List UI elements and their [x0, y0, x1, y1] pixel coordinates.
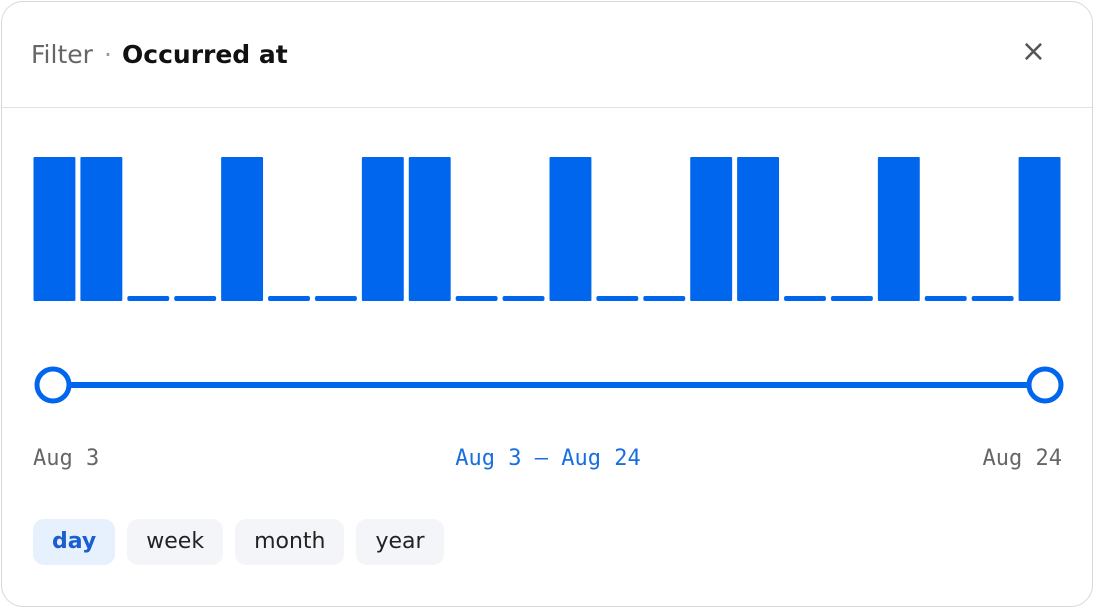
close-button[interactable]: × [1020, 34, 1046, 69]
range-start: Aug 3 [33, 446, 100, 471]
bar [268, 296, 310, 301]
bar [1018, 157, 1061, 301]
range-end: Aug 24 [982, 446, 1062, 471]
range-handle-end[interactable] [1026, 366, 1064, 404]
bar [33, 157, 76, 301]
bar [549, 157, 592, 301]
bar [784, 296, 826, 301]
bar [690, 157, 733, 301]
unit-button[interactable]: month [235, 519, 345, 565]
bar [877, 157, 920, 301]
filter-label: Filter [31, 40, 93, 69]
bar [80, 157, 123, 301]
bar [502, 296, 545, 301]
bar [737, 157, 780, 301]
unit-button[interactable]: day [33, 519, 116, 565]
field-name: Occurred at [122, 40, 288, 69]
bar [221, 157, 264, 301]
bar [643, 296, 686, 301]
bar [455, 296, 498, 301]
range-handle-start[interactable] [34, 366, 72, 404]
bar [174, 296, 217, 301]
bar [127, 296, 170, 301]
bar [408, 157, 451, 301]
unit-button[interactable]: year [356, 519, 444, 565]
range-selected: Aug 3 — Aug 24 [455, 446, 641, 471]
bar [361, 157, 404, 301]
bar [971, 296, 1014, 301]
bar [314, 296, 357, 301]
unit-button[interactable]: week [127, 519, 224, 565]
separator: · [104, 40, 112, 69]
unit-options: day week month year [33, 519, 444, 565]
bar [596, 296, 639, 301]
bar [924, 296, 967, 301]
bar [830, 296, 873, 301]
header: Filter · Occurred at × [2, 2, 1092, 108]
